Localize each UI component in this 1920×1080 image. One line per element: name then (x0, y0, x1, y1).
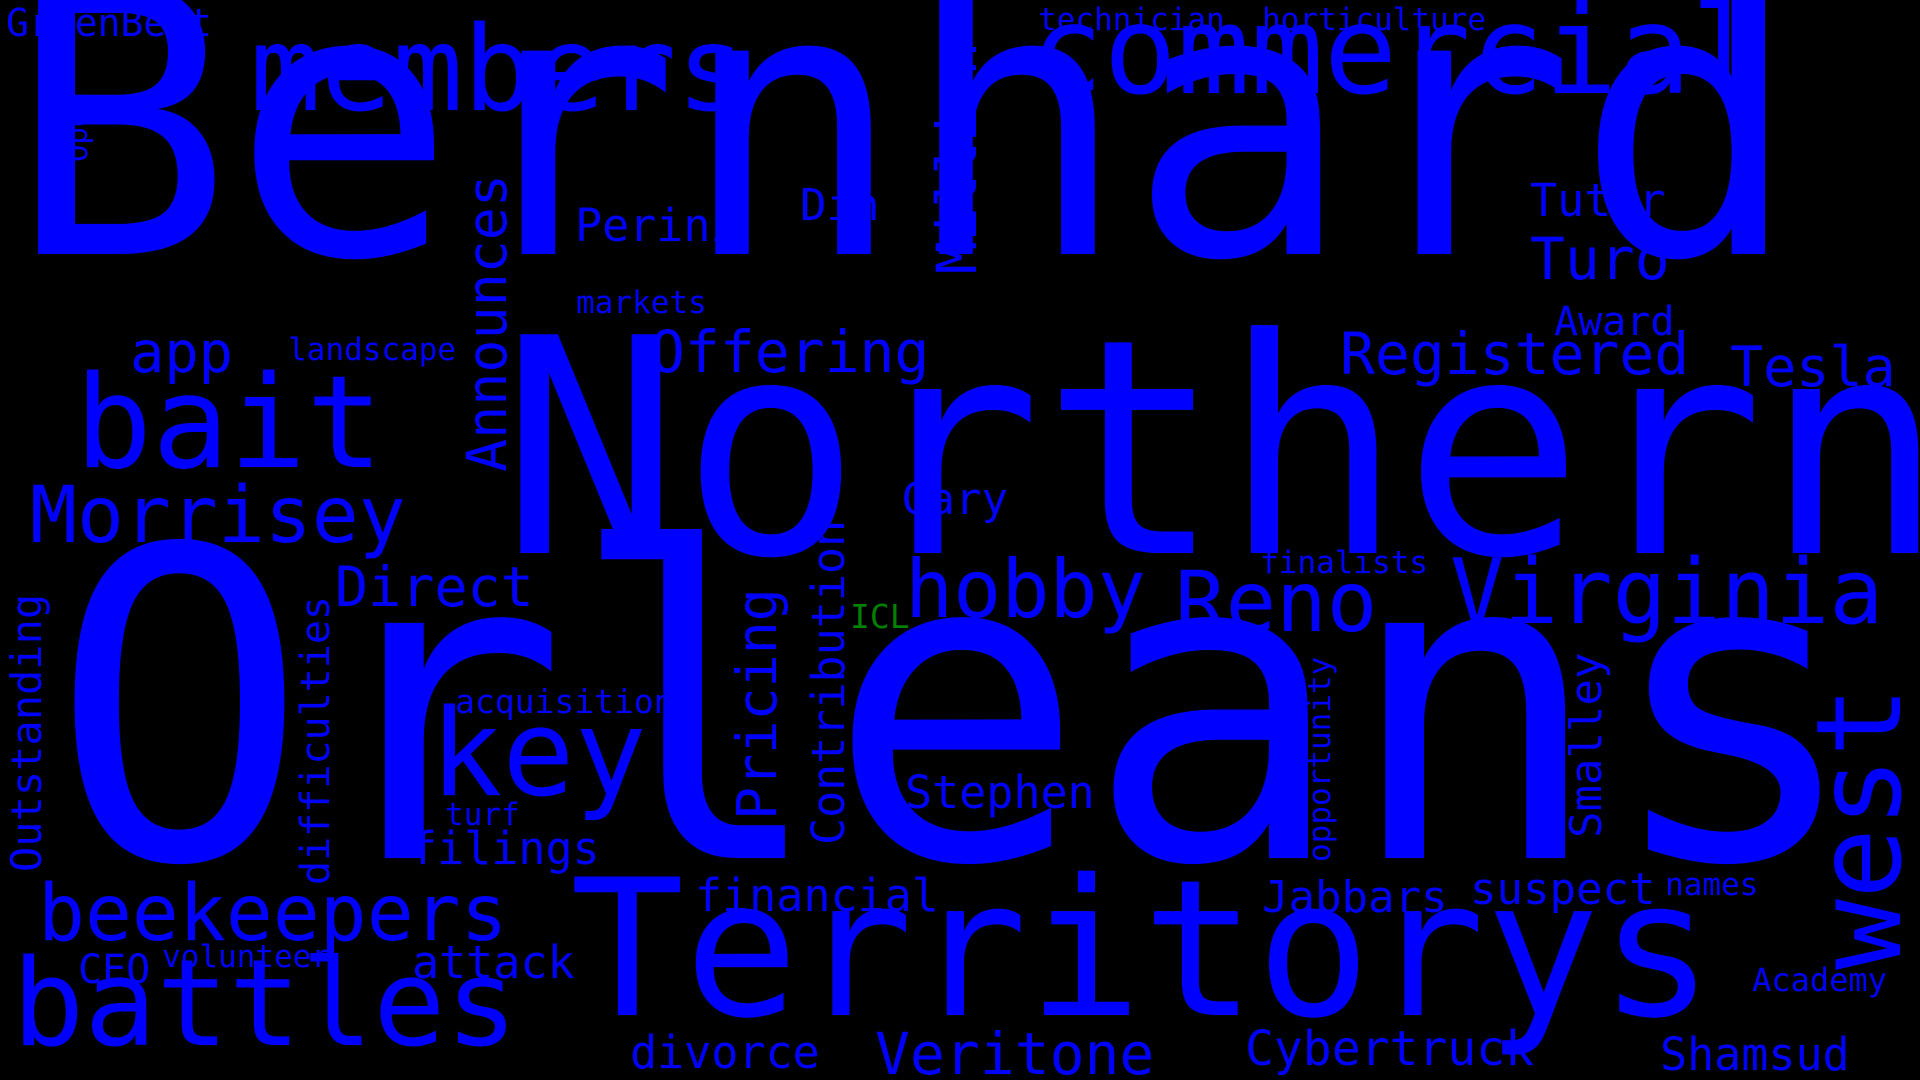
word-financial: financial (695, 873, 939, 918)
word-finalists: finalists (1260, 548, 1428, 579)
word-academy: Academy (1752, 964, 1887, 996)
word-app: app (130, 325, 233, 382)
word-veritone: Veritone (875, 1025, 1154, 1080)
word-pricing: Pricing (730, 588, 785, 820)
word-acquisition: acquisition (455, 685, 674, 718)
word-difficulties: difficulties (296, 596, 336, 885)
word-volunteer: volunteer (162, 942, 330, 973)
word-turo: Turo (1530, 230, 1670, 288)
word-contribution: Contribution (806, 520, 851, 845)
word-markets: markets (576, 288, 707, 319)
word-din: Din (800, 184, 879, 228)
word-stephen: Stephen (905, 770, 1095, 815)
word-million: Million (930, 42, 985, 274)
word-landscape: landscape (288, 335, 456, 366)
word-west: west (1800, 686, 1918, 970)
word-award: Award (1554, 302, 1674, 342)
word-ceo: CEO (78, 950, 150, 990)
word-direct: Direct (335, 560, 534, 615)
word-cybertruck: Cybertruck (1245, 1025, 1534, 1073)
word-technician: technician (1038, 5, 1225, 36)
word-offering: Offering (650, 323, 929, 381)
word-shamsud: Shamsud (1660, 1032, 1850, 1077)
word-icl: ICL (850, 600, 910, 633)
word-turf: turf (445, 800, 520, 831)
word-open: Open (63, 92, 92, 162)
word-greenbest: GreenBest (6, 4, 212, 42)
word-hobby: hobby (905, 550, 1146, 630)
word-smalley: Smalley (1565, 653, 1609, 838)
word-members: members (250, 10, 747, 128)
word-outstanding: Outstanding (6, 594, 48, 872)
word-attack: attack (412, 940, 575, 985)
word-tutor: Tutor (1530, 178, 1665, 223)
word-divorce: divorce (630, 1030, 820, 1075)
word-jabbars: Jabbars (1262, 876, 1447, 920)
word-virginia: Virginia (1450, 548, 1883, 638)
word-opportunity: opportunity (1305, 657, 1336, 862)
word-names: names (1665, 870, 1758, 901)
word-morrisey: Morrisey (30, 477, 406, 555)
word-horticulture: horticulture (1262, 5, 1486, 36)
word-tesla: Tesla (1730, 340, 1896, 395)
word-announces: Announces (460, 174, 515, 472)
word-suspect: suspect (1470, 868, 1655, 912)
word-gary: Gary (902, 478, 1008, 522)
word-perini: Perini (575, 203, 738, 248)
